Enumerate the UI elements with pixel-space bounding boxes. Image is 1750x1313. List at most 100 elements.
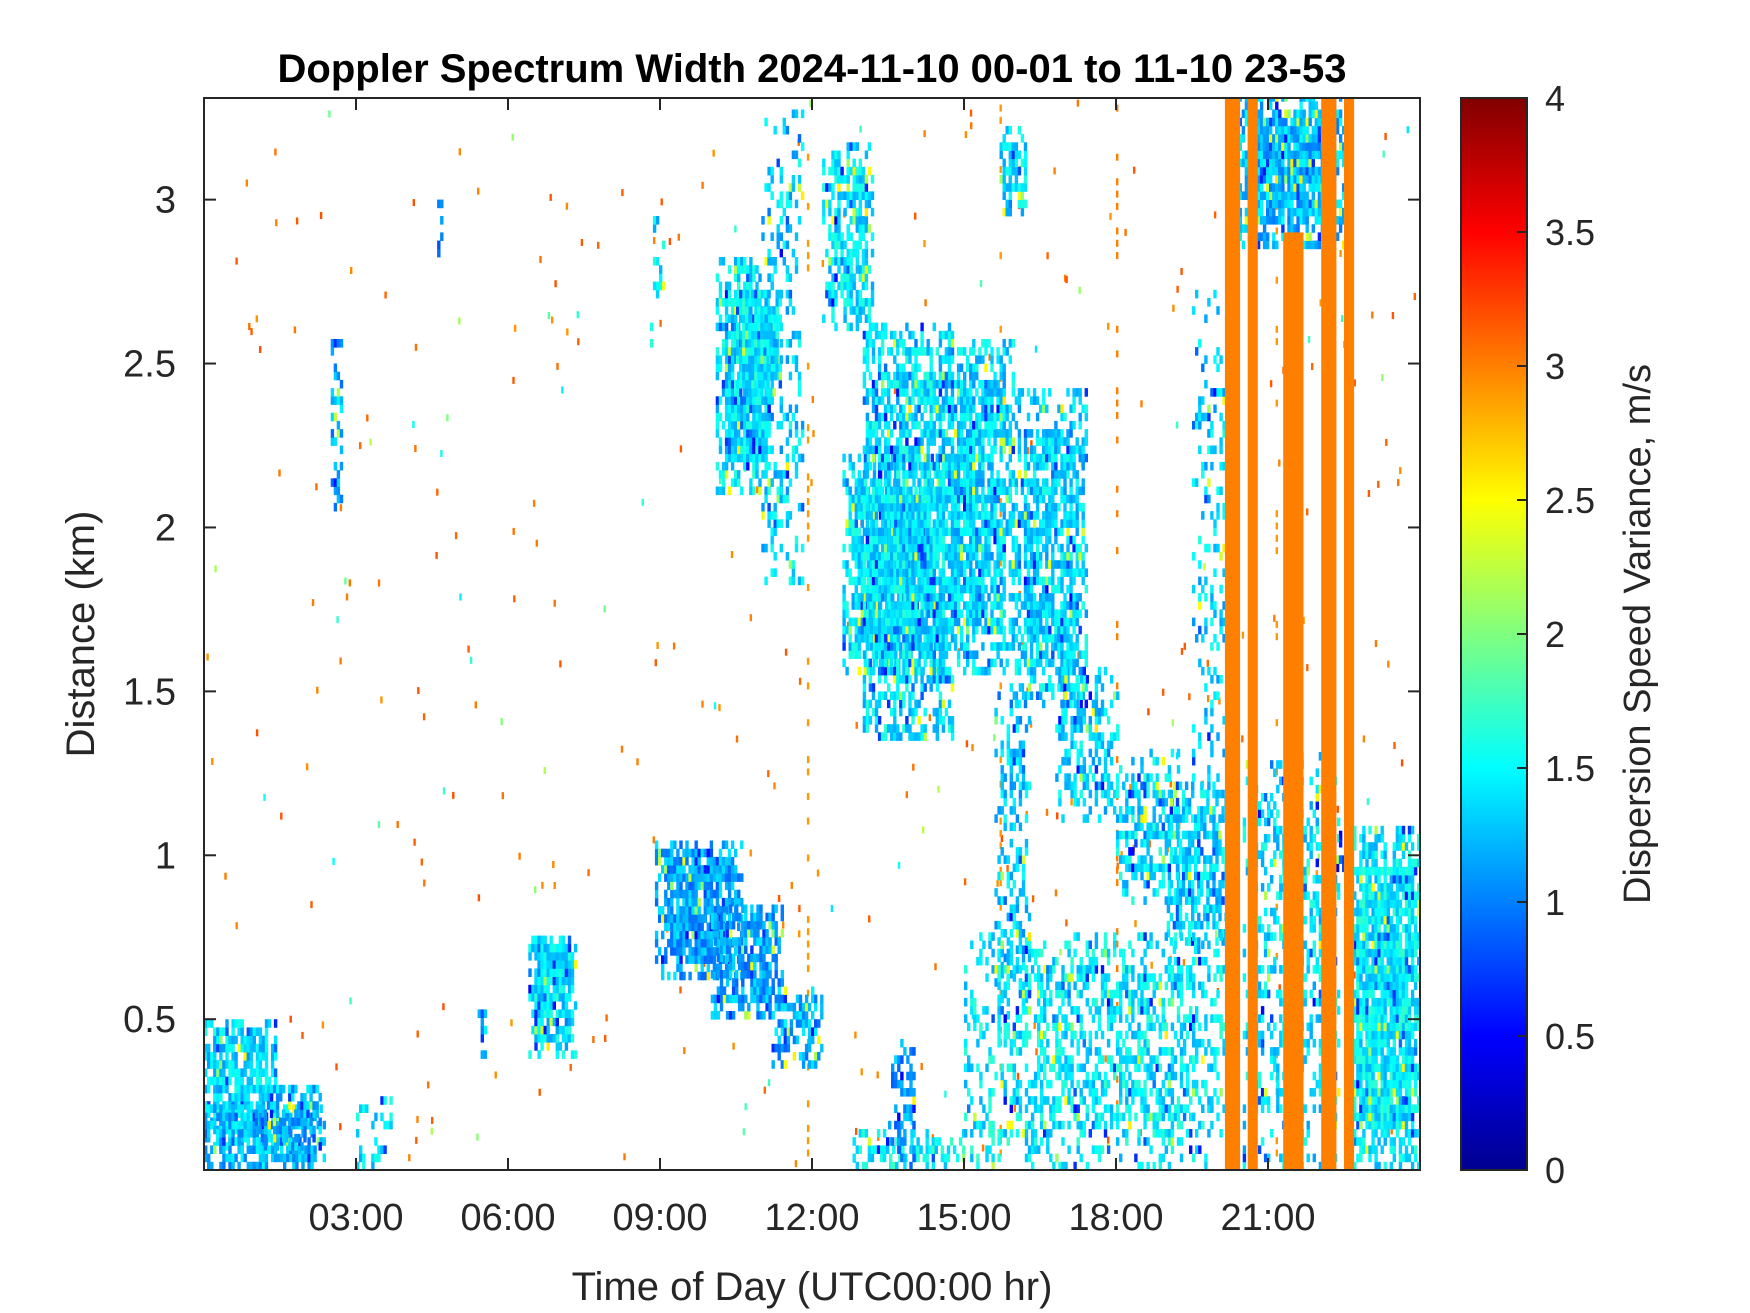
heatmap-cell — [920, 379, 924, 389]
heatmap-cell — [887, 650, 891, 659]
heatmap-cell — [755, 298, 759, 307]
heatmap-cell — [685, 938, 689, 948]
heatmap-cell — [828, 183, 832, 192]
heatmap-cell — [744, 994, 748, 1004]
heatmap-cell — [240, 1035, 244, 1045]
heatmap-cell — [935, 412, 939, 422]
heatmap-cell — [860, 494, 864, 504]
heatmap-cell — [739, 363, 743, 373]
heatmap-cell — [273, 1153, 278, 1163]
heatmap-cell — [333, 396, 338, 405]
heatmap-cell — [861, 273, 866, 282]
heatmap-cell — [756, 904, 760, 914]
heatmap-cell — [721, 388, 726, 397]
heatmap-cell — [1180, 647, 1184, 655]
heatmap-cell — [779, 404, 783, 414]
heatmap-cell — [679, 947, 683, 956]
heatmap-cell — [804, 1002, 809, 1012]
heatmap-cell — [999, 1149, 1002, 1157]
heatmap-cell — [757, 371, 761, 381]
heatmap-cell — [294, 1109, 298, 1118]
heatmap-cell — [917, 535, 921, 545]
heatmap-cell — [770, 314, 774, 323]
heatmap-cell — [736, 339, 740, 348]
heatmap-cell — [558, 935, 563, 945]
heatmap-cell — [811, 1035, 815, 1045]
heatmap-cell — [231, 1120, 235, 1130]
heatmap-cell — [881, 576, 886, 586]
heatmap-cell — [339, 396, 344, 405]
heatmap-cell — [854, 617, 858, 627]
heatmap-cell — [1065, 276, 1068, 284]
heatmap-cell — [701, 700, 704, 708]
heatmap-cell — [757, 322, 761, 332]
heatmap-cell — [1107, 1136, 1110, 1144]
heatmap-cell — [863, 609, 868, 618]
heatmap-cell — [902, 486, 906, 496]
heatmap-cell — [734, 330, 738, 340]
heatmap-cell — [834, 232, 838, 241]
heatmap-cell — [920, 552, 924, 561]
heatmap-cell — [956, 461, 961, 471]
heatmap-cell — [270, 1120, 275, 1130]
heatmap-cell — [858, 265, 862, 274]
heatmap-cell — [855, 322, 859, 332]
heatmap-cell — [664, 947, 668, 956]
heatmap-cell — [267, 1133, 272, 1143]
heatmap-cell — [893, 609, 897, 618]
heatmap-cell — [929, 396, 933, 405]
heatmap-cell — [336, 478, 341, 487]
heatmap-cell — [867, 265, 872, 274]
heatmap-cell — [865, 437, 870, 446]
heatmap-cell — [731, 912, 736, 922]
heatmap-cell — [210, 1145, 214, 1154]
heatmap-cell — [667, 856, 671, 866]
heatmap-cell — [872, 625, 877, 635]
heatmap-cell — [275, 1093, 280, 1102]
heatmap-cell — [769, 306, 773, 315]
heatmap-cell — [719, 970, 724, 979]
heatmap-cell — [743, 445, 747, 455]
heatmap-cell — [785, 339, 790, 348]
heatmap-cell — [972, 543, 976, 553]
heatmap-cell — [861, 298, 866, 307]
heatmap-cell — [975, 494, 979, 504]
heatmap-cell — [857, 535, 861, 545]
heatmap-cell — [972, 511, 976, 520]
heatmap-cell — [1275, 633, 1278, 641]
heatmap-cell — [756, 1011, 760, 1020]
heatmap-cell — [549, 943, 553, 953]
heatmap-cell — [204, 1084, 208, 1094]
heatmap-cell — [969, 609, 973, 618]
heatmap-cell — [880, 519, 885, 528]
heatmap-cell — [914, 535, 918, 545]
heatmap-cell — [730, 420, 735, 430]
heatmap-cell — [941, 494, 946, 504]
heatmap-cell — [972, 601, 976, 610]
heatmap-cell — [938, 584, 943, 594]
heatmap-cell — [944, 347, 949, 356]
heatmap-cell — [758, 445, 762, 455]
heatmap-cell — [801, 1027, 806, 1036]
heatmap-cell — [773, 519, 777, 528]
heatmap-cell — [828, 166, 832, 176]
heatmap-cell — [877, 634, 882, 643]
heatmap-cell — [540, 1034, 544, 1043]
heatmap-cell — [765, 937, 769, 946]
heatmap-cell — [558, 1042, 563, 1051]
heatmap-cell — [292, 1153, 296, 1163]
heatmap-cell — [336, 429, 341, 438]
heatmap-cell — [893, 552, 897, 561]
heatmap-cell — [779, 494, 783, 504]
heatmap-cell — [842, 642, 846, 651]
heatmap-cell — [883, 478, 888, 487]
heatmap-cell — [383, 1145, 387, 1154]
heatmap-cell — [528, 984, 532, 994]
heatmap-cell — [969, 535, 973, 545]
heatmap-cell — [868, 322, 873, 332]
heatmap-cell — [969, 437, 973, 446]
heatmap-cell — [727, 429, 732, 438]
heatmap-cell — [718, 906, 723, 915]
heatmap-cell — [804, 1043, 809, 1053]
heatmap-cell — [531, 984, 535, 994]
